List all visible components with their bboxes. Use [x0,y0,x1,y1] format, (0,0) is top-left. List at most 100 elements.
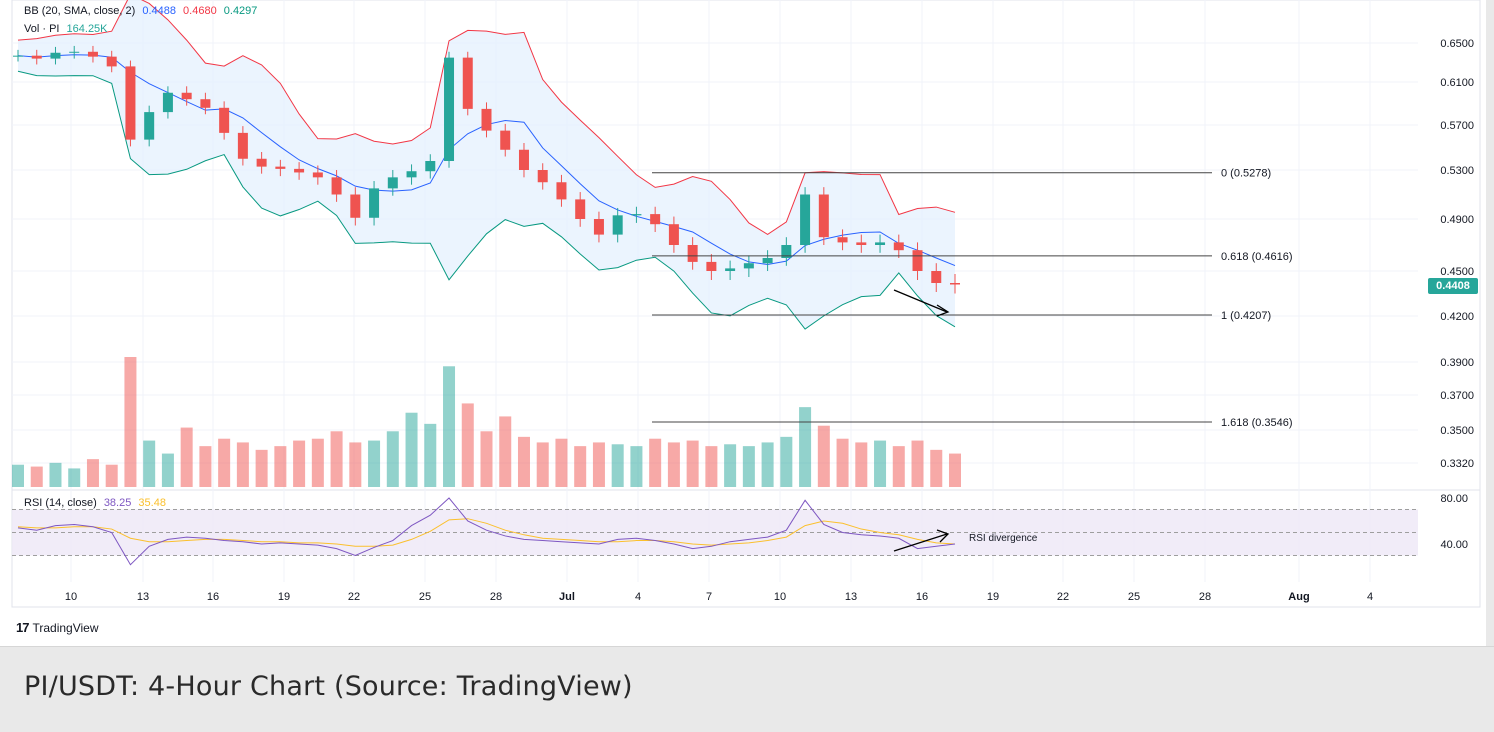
volume-bar [105,464,118,487]
volume-bar [855,442,868,487]
caption-bar: PI/USDT: 4-Hour Chart (Source: TradingVi… [0,646,1494,732]
time-tick-label: 22 [1057,591,1069,603]
volume-bar [536,442,549,487]
volume-bar [330,431,343,487]
candle-body [406,171,417,178]
bb-lower-line [17,70,956,330]
time-tick-label: 16 [207,591,219,603]
candle-body [237,132,248,159]
candle-body [818,194,829,238]
candle-body [162,92,173,113]
volume-bar [949,453,961,487]
bb-legend-label: BB (20, SMA, close, 2) [24,5,136,17]
volume-bar [86,459,99,487]
volume-bar [817,425,830,487]
price-tick-label: 0.6500 [1440,38,1474,50]
candle-body [387,177,398,189]
volume-bar [368,440,381,487]
rsi-tick-label: 80.00 [1440,493,1468,505]
volume-bar [424,423,437,487]
current-price-tag: 0.4408 [1428,278,1478,294]
bb-lower-value: 0.4297 [223,5,258,17]
candle-body [106,56,117,67]
chart-border [11,0,1481,608]
volume-bar [386,431,399,487]
volume-bar [574,446,587,487]
price-tick-label: 0.4200 [1440,311,1474,323]
vol-legend-label: Vol · PI [24,23,60,35]
volume-bar [630,446,643,487]
volume-bar [274,446,287,487]
fib-label: 0.618 (0.4616) [1221,251,1293,263]
time-tick-label: 7 [706,591,712,603]
rsi-legend: RSI (14, close) 38.25 35.48 [24,497,170,509]
volume-bar [499,416,512,487]
volume-bar [12,464,24,487]
price-tick-label: 0.4500 [1440,266,1474,278]
candle-body [481,108,492,131]
candle-body [144,112,155,140]
candle-body [837,237,848,243]
volume-bar [349,442,362,487]
volume-bar [686,440,699,487]
candle-body [294,168,305,173]
volume-bar [311,438,324,487]
volume-bar [836,438,849,487]
volume-bar [761,442,774,487]
candle-body [762,258,773,264]
volume-bar [405,412,418,487]
candle-body [912,250,923,271]
candle-body [631,214,642,216]
candle-body [687,245,698,262]
volume-bar [874,440,887,487]
time-tick-label: 25 [1128,591,1140,603]
volume-bar [649,438,662,487]
price-chart[interactable]: 0 (0.5278) 0.618 (0.4616) 1 (0.4207) 1.618 … [0,0,1494,646]
bb-upper-value: 0.4680 [183,5,217,17]
volume-bar [30,466,43,487]
volume-bar [218,438,231,487]
candle-body [275,166,286,169]
fib-label: 0 (0.5278) [1221,168,1271,180]
candle-body [500,130,511,150]
time-tick-label: 19 [278,591,290,603]
candle-body [31,55,42,59]
volume-bar [667,442,680,487]
volume-bar [517,436,530,487]
time-tick-label: 16 [916,591,928,603]
candle-body [350,194,361,218]
volume-bar [236,442,249,487]
time-tick-label: 19 [987,591,999,603]
candle-body [556,182,567,200]
volume-bar [724,444,737,487]
volume-bar [930,449,943,487]
candle-body [518,149,529,170]
volume-bar [480,431,493,487]
candle-body [219,107,230,133]
tradingview-logo-icon: 17 [16,620,30,635]
tradingview-wordmark: TradingView [32,620,99,635]
volume-bar [124,357,137,487]
vol-legend: Vol · PI 164.25K [24,23,112,35]
candle-body [725,268,736,271]
volume-bar [180,427,193,487]
candle-body [893,242,904,251]
rsi-ma-value: 35.48 [138,497,166,509]
candle-body [668,224,679,245]
bb-fill [18,0,955,330]
volume-bar [555,438,568,487]
rsi-up-arrow [893,533,948,552]
volume-bar [705,446,718,487]
fib-label: 1 (0.4207) [1221,310,1271,322]
price-down-arrow [893,289,948,313]
volume-bar [161,453,174,487]
time-tick-label: 13 [845,591,857,603]
volume-bar [255,449,268,487]
rsi-legend-label: RSI (14, close) [24,497,97,509]
volume-bar [592,442,605,487]
volume-bar [49,462,62,487]
vol-value: 164.25K [66,23,108,35]
time-tick-label: 10 [774,591,786,603]
price-tick-label: 0.4900 [1440,214,1474,226]
